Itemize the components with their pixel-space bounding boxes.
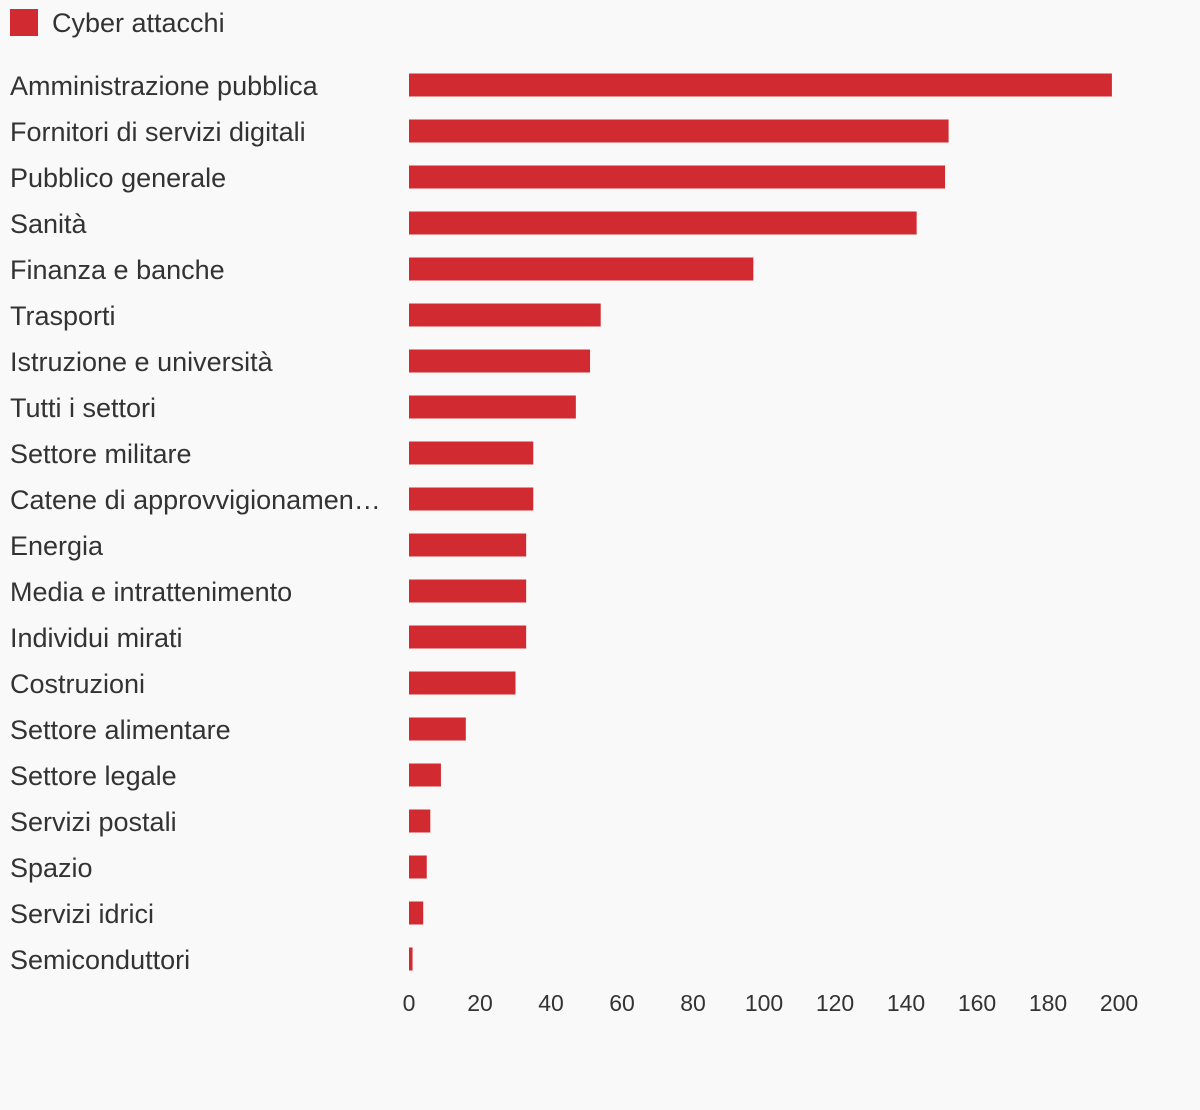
category-label: Catene di approvvigionamen…: [10, 485, 381, 515]
category-label: Servizi postali: [10, 807, 177, 837]
category-label: Amministrazione pubblica: [10, 71, 319, 101]
x-tick-label: 60: [609, 990, 635, 1016]
category-label: Fornitori di servizi digitali: [10, 117, 306, 147]
category-label: Settore legale: [10, 761, 177, 791]
x-tick-label: 100: [745, 990, 783, 1016]
x-tick-label: 180: [1029, 990, 1067, 1016]
x-tick-label: 80: [680, 990, 706, 1016]
x-tick-label: 160: [958, 990, 996, 1016]
legend[interactable]: Cyber attacchi: [10, 7, 225, 40]
bar[interactable]: [409, 395, 576, 419]
bar[interactable]: [409, 625, 527, 649]
bar[interactable]: [409, 717, 466, 741]
x-tick-label: 140: [887, 990, 925, 1016]
bar[interactable]: [409, 165, 946, 189]
category-label: Energia: [10, 531, 104, 561]
bar[interactable]: [409, 257, 754, 281]
category-label: Costruzioni: [10, 669, 145, 699]
legend-label: Cyber attacchi: [52, 7, 225, 38]
bar[interactable]: [409, 671, 516, 695]
bar[interactable]: [409, 763, 441, 787]
x-tick-label: 200: [1100, 990, 1138, 1016]
bar[interactable]: [409, 947, 413, 971]
legend-swatch: [10, 8, 38, 36]
bar[interactable]: [409, 809, 431, 833]
category-label: Istruzione e università: [10, 347, 274, 377]
bar[interactable]: [409, 119, 949, 143]
category-label: Tutti i settori: [10, 393, 156, 423]
bar[interactable]: [409, 73, 1112, 97]
category-label: Finanza e banche: [10, 255, 225, 285]
category-label: Trasporti: [10, 301, 116, 331]
category-label: Sanità: [10, 209, 88, 239]
bar[interactable]: [409, 855, 427, 879]
category-label: Semiconduttori: [10, 945, 190, 975]
bar[interactable]: [409, 487, 534, 511]
category-label: Spazio: [10, 853, 93, 883]
category-label: Settore alimentare: [10, 715, 231, 745]
category-label: Settore militare: [10, 439, 192, 469]
bar[interactable]: [409, 441, 534, 465]
bar[interactable]: [409, 901, 424, 925]
bar[interactable]: [409, 349, 591, 373]
category-label: Media e intrattenimento: [10, 577, 292, 607]
bar[interactable]: [409, 533, 527, 557]
bar[interactable]: [409, 303, 601, 327]
category-label: Individui mirati: [10, 623, 183, 653]
x-tick-label: 40: [538, 990, 564, 1016]
x-tick-label: 0: [403, 990, 416, 1016]
bar[interactable]: [409, 579, 527, 603]
x-tick-label: 20: [467, 990, 493, 1016]
category-label: Pubblico generale: [10, 163, 226, 193]
bar[interactable]: [409, 211, 917, 235]
x-tick-label: 120: [816, 990, 854, 1016]
category-label: Servizi idrici: [10, 899, 154, 929]
